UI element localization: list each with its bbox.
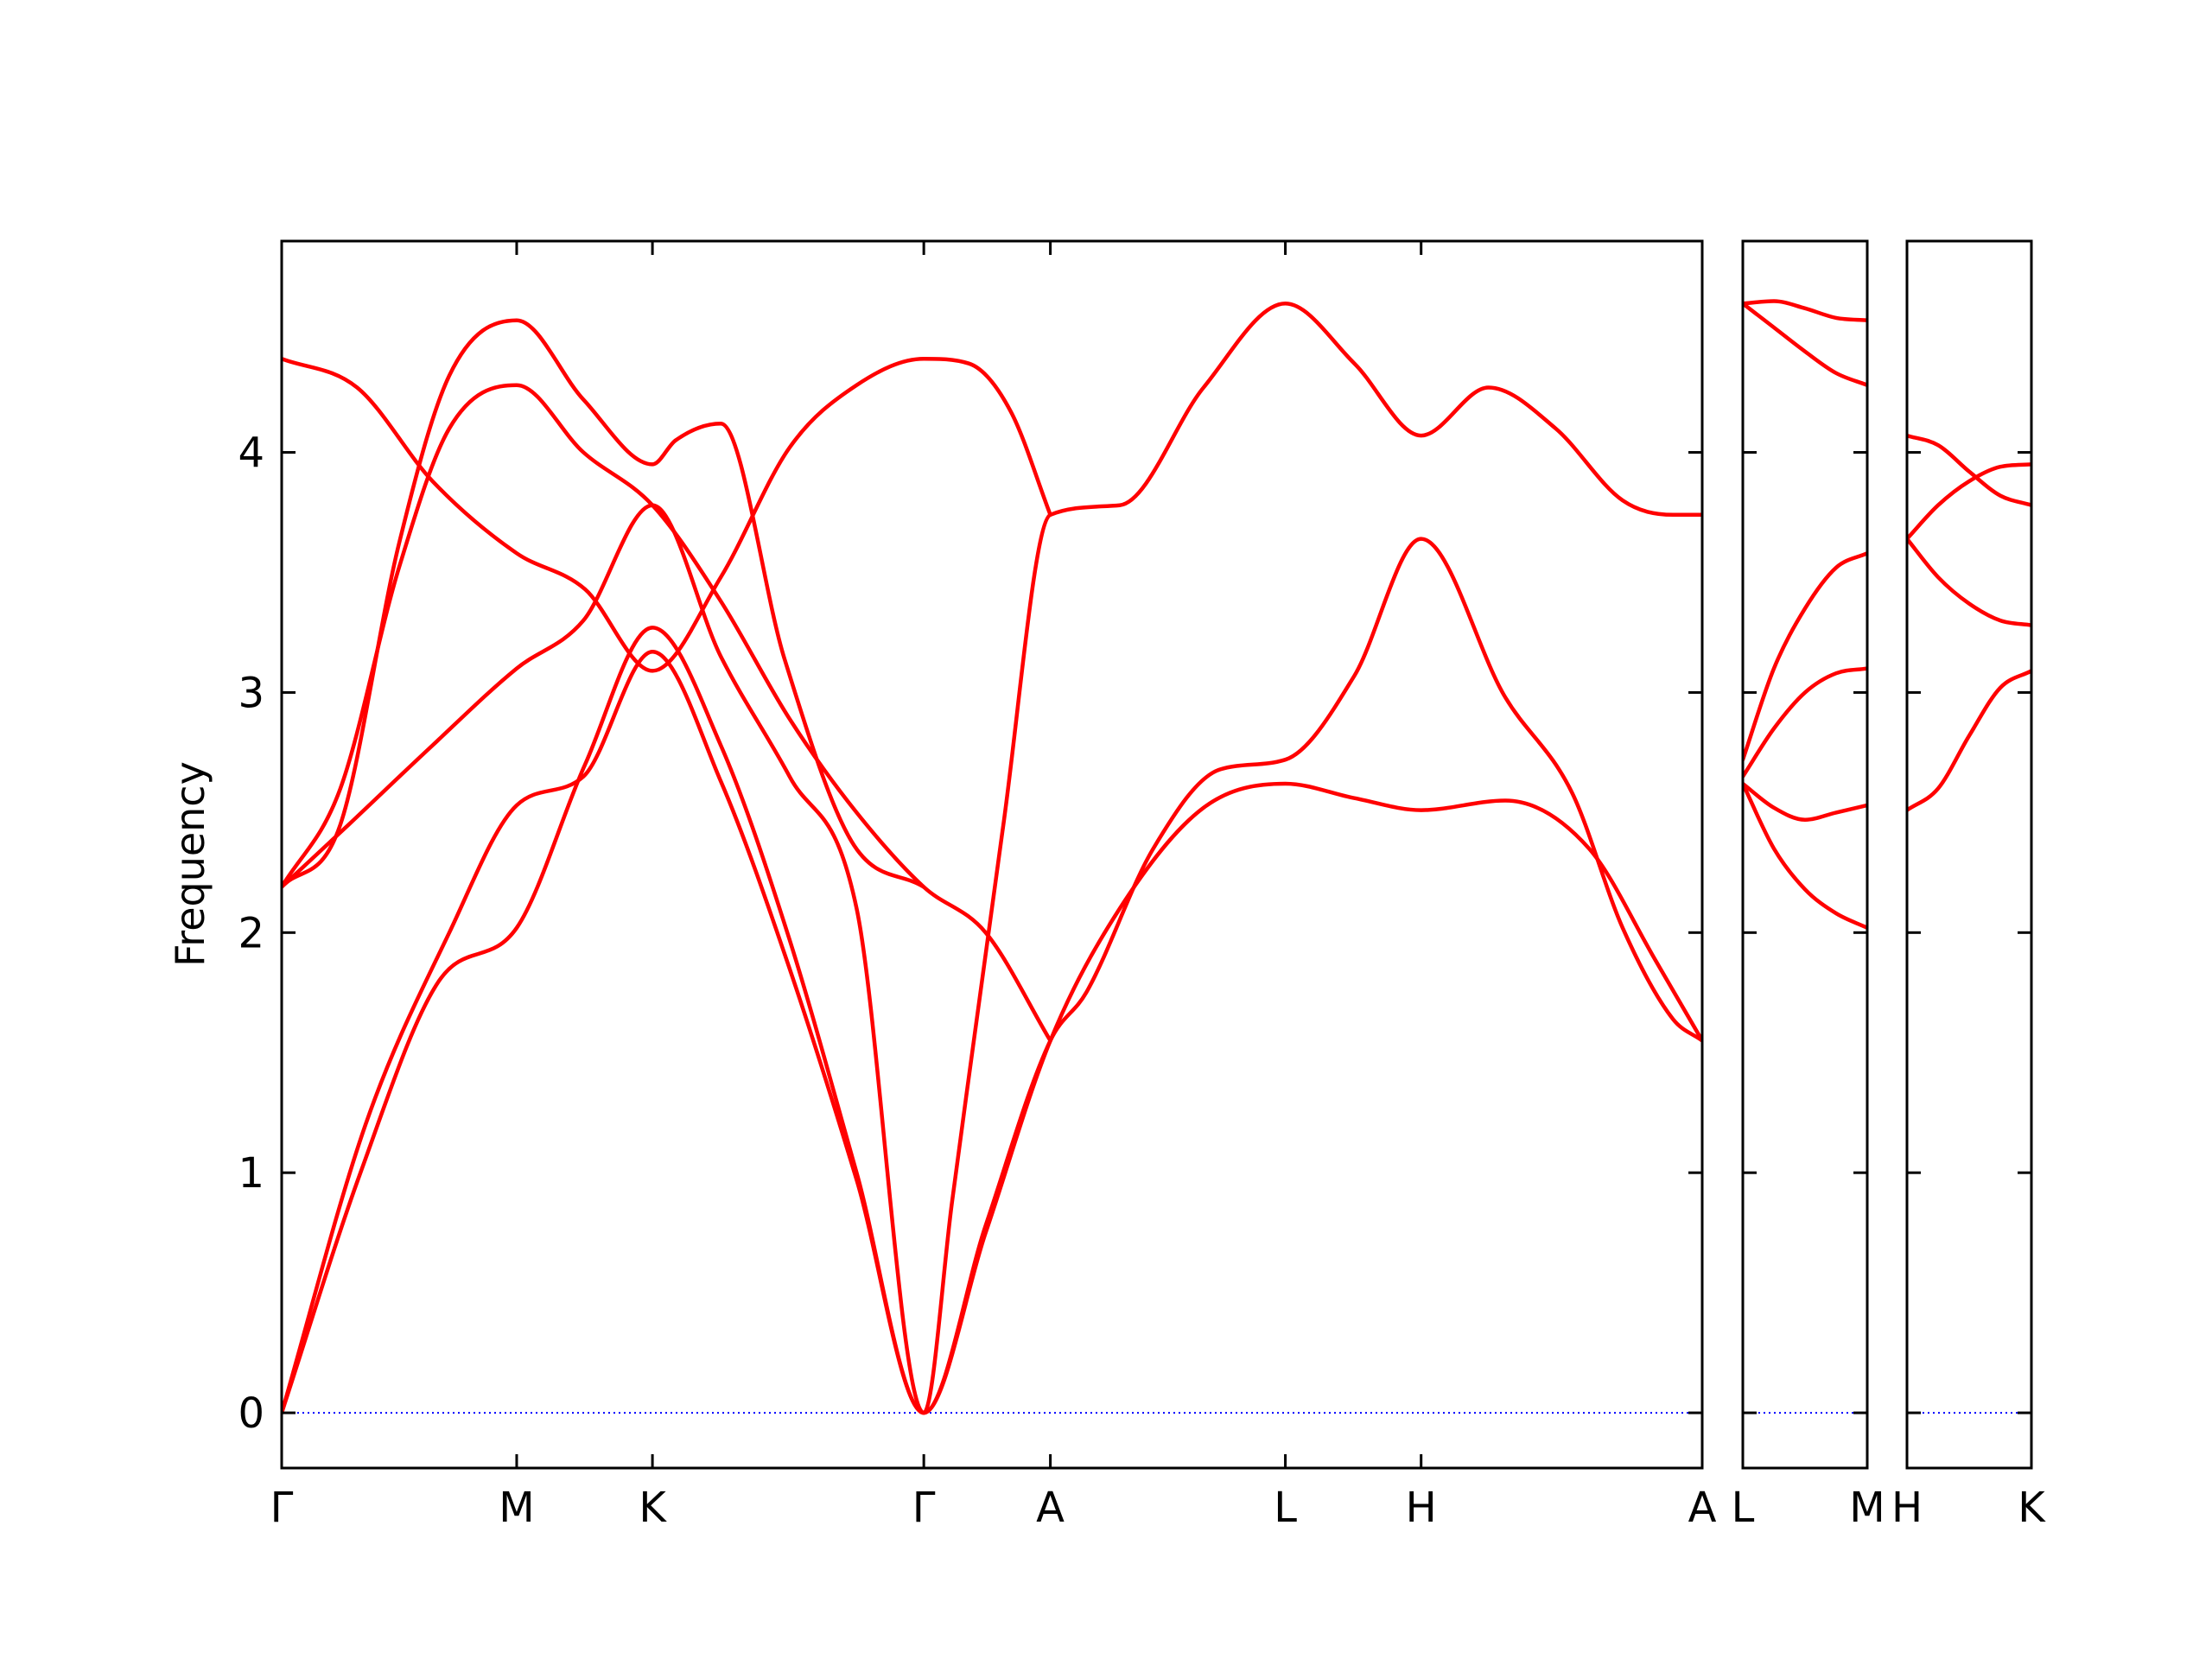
band-branch-4 — [1743, 551, 1867, 762]
y-axis-label: Frequency — [167, 761, 213, 967]
band-branch-2 — [1907, 537, 2031, 627]
band-branch-3 — [282, 302, 1702, 1415]
x-tick-label: M — [499, 1484, 534, 1532]
branch-group — [1907, 433, 2031, 812]
panel-frame — [280, 239, 1704, 1470]
y-tick-label: 4 — [238, 429, 264, 478]
band-branch-1 — [1907, 669, 2031, 812]
panel-1: Γ M K Γ A L H A 0 1 2 3 4 — [238, 239, 1717, 1532]
band-branch-5 — [282, 383, 1052, 1043]
band-branch-6 — [1743, 299, 1867, 322]
x-tick-label: A — [1036, 1484, 1065, 1532]
y-tick-label: 2 — [238, 909, 264, 957]
x-tick-label: K — [2018, 1484, 2046, 1532]
x-tick-label: M — [1849, 1484, 1885, 1532]
band-branch-1 — [1743, 781, 1867, 931]
band-branch-4 — [1907, 433, 2031, 507]
panel-frame — [1905, 239, 2033, 1470]
band-branch-6 — [282, 318, 926, 889]
band-branch-2 — [282, 537, 1702, 1415]
y-tick-label: 0 — [238, 1389, 264, 1438]
x-tick-label: Γ — [270, 1484, 294, 1532]
x-tick-label: K — [639, 1484, 667, 1532]
band-branch-1 — [282, 626, 1702, 1415]
y-tick-label: 1 — [238, 1149, 264, 1198]
band-branch-3 — [1743, 666, 1867, 779]
x-tick-label: H — [1406, 1484, 1437, 1532]
branch-group — [282, 302, 1702, 1415]
y-tick-label: 3 — [238, 669, 264, 717]
panel-frame — [1741, 239, 1869, 1470]
band-branch-5 — [1743, 302, 1867, 387]
x-tick-label: A — [1688, 1484, 1717, 1532]
x-tick-label: H — [1891, 1484, 1923, 1532]
x-tick-label: L — [1274, 1484, 1297, 1532]
x-tick-label: Γ — [912, 1484, 936, 1532]
band-branch-2 — [1743, 781, 1867, 822]
x-tick-label: L — [1732, 1484, 1755, 1532]
branch-group — [1743, 299, 1867, 931]
band-branch-3 — [1907, 462, 2031, 541]
